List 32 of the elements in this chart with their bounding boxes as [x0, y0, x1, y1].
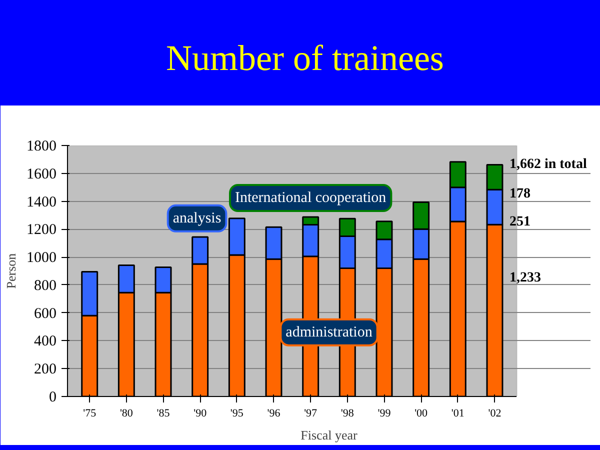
x-tick-label: '98	[340, 408, 354, 420]
annotation: 1,662 in total	[509, 157, 587, 172]
x-tick-label: '95	[230, 408, 244, 420]
y-tick-label: 1400	[26, 194, 56, 210]
x-tick-label: '01	[451, 408, 464, 420]
y-tick-label: 1800	[26, 138, 56, 154]
y-tick-label: 600	[34, 306, 56, 322]
x-tick-label: '00	[414, 408, 428, 420]
x-tick-label: '97	[304, 408, 318, 420]
annotation: 178	[509, 186, 530, 202]
y-axis-title: Person	[4, 252, 18, 289]
chart-title: Number of trainees	[166, 37, 444, 80]
y-tick-label: 200	[34, 362, 56, 378]
x-tick-label: '99	[378, 408, 392, 420]
x-tick-label: '75	[83, 408, 97, 420]
series-label: International cooperation	[234, 190, 387, 206]
y-tick-label: 1000	[26, 250, 56, 266]
series-label: administration	[286, 324, 373, 340]
x-tick-label: '90	[194, 408, 208, 420]
annotation: 251	[509, 214, 530, 230]
y-tick-label: 1600	[26, 166, 56, 182]
x-tick-label: '85	[156, 408, 170, 420]
x-tick-label: '02	[488, 408, 502, 420]
y-tick-label: 400	[34, 334, 56, 350]
y-tick-label: 1200	[26, 222, 56, 238]
y-tick-label: 0	[49, 390, 56, 406]
y-tick-label: 800	[34, 278, 56, 294]
series-label: analysis	[172, 210, 222, 226]
annotation: 1,233	[509, 270, 541, 286]
x-tick-label: '80	[120, 408, 134, 420]
x-tick-label: '96	[267, 408, 281, 420]
x-axis-title: Fiscal year	[300, 428, 358, 442]
